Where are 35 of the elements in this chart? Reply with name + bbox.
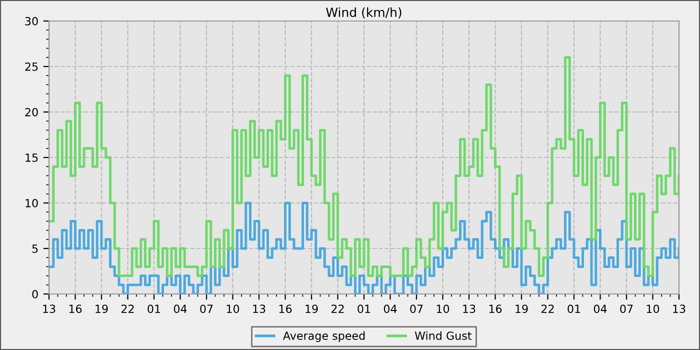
x-tick-label: 13: [253, 304, 266, 314]
x-tick-label: 19: [516, 304, 528, 314]
legend-label: Average speed: [282, 331, 365, 342]
chart-title: Wind (km/h): [326, 7, 402, 18]
y-tick-label: 30: [25, 16, 38, 26]
x-tick-label: 19: [306, 304, 318, 314]
x-tick-label: 16: [489, 304, 502, 314]
legend-label: Wind Gust: [414, 331, 472, 340]
x-tick-label: 07: [620, 304, 633, 314]
x-tick-label: 13: [673, 304, 686, 314]
x-tick-label: 10: [226, 304, 240, 314]
x-tick-label: 07: [200, 304, 213, 314]
x-tick-label: 22: [121, 304, 134, 313]
x-tick-label: 10: [646, 304, 660, 314]
y-tick-label: 20: [25, 108, 38, 116]
y-tick-label: 15: [26, 154, 38, 162]
x-tick-label: 07: [410, 304, 423, 314]
x-tick-label: 01: [568, 304, 580, 314]
x-tick-label: 04: [384, 304, 397, 314]
y-tick-label: 10: [26, 198, 38, 208]
x-tick-label: 22: [541, 304, 554, 313]
x-tick-label: 04: [594, 304, 607, 314]
x-tick-label: 22: [331, 304, 344, 313]
y-tick-label: 5: [32, 244, 38, 253]
x-tick-label: 10: [436, 304, 450, 314]
y-tick-label: 25: [25, 62, 38, 71]
x-tick-label: 16: [69, 304, 82, 314]
x-tick-label: 04: [174, 304, 187, 314]
x-tick-label: 13: [43, 304, 56, 314]
x-tick-label: 16: [279, 304, 292, 314]
y-tick-label: 0: [32, 290, 38, 298]
x-tick-label: 01: [358, 304, 370, 314]
x-tick-label: 01: [148, 304, 160, 314]
x-tick-label: 13: [463, 304, 476, 314]
x-tick-label: 19: [96, 304, 108, 314]
